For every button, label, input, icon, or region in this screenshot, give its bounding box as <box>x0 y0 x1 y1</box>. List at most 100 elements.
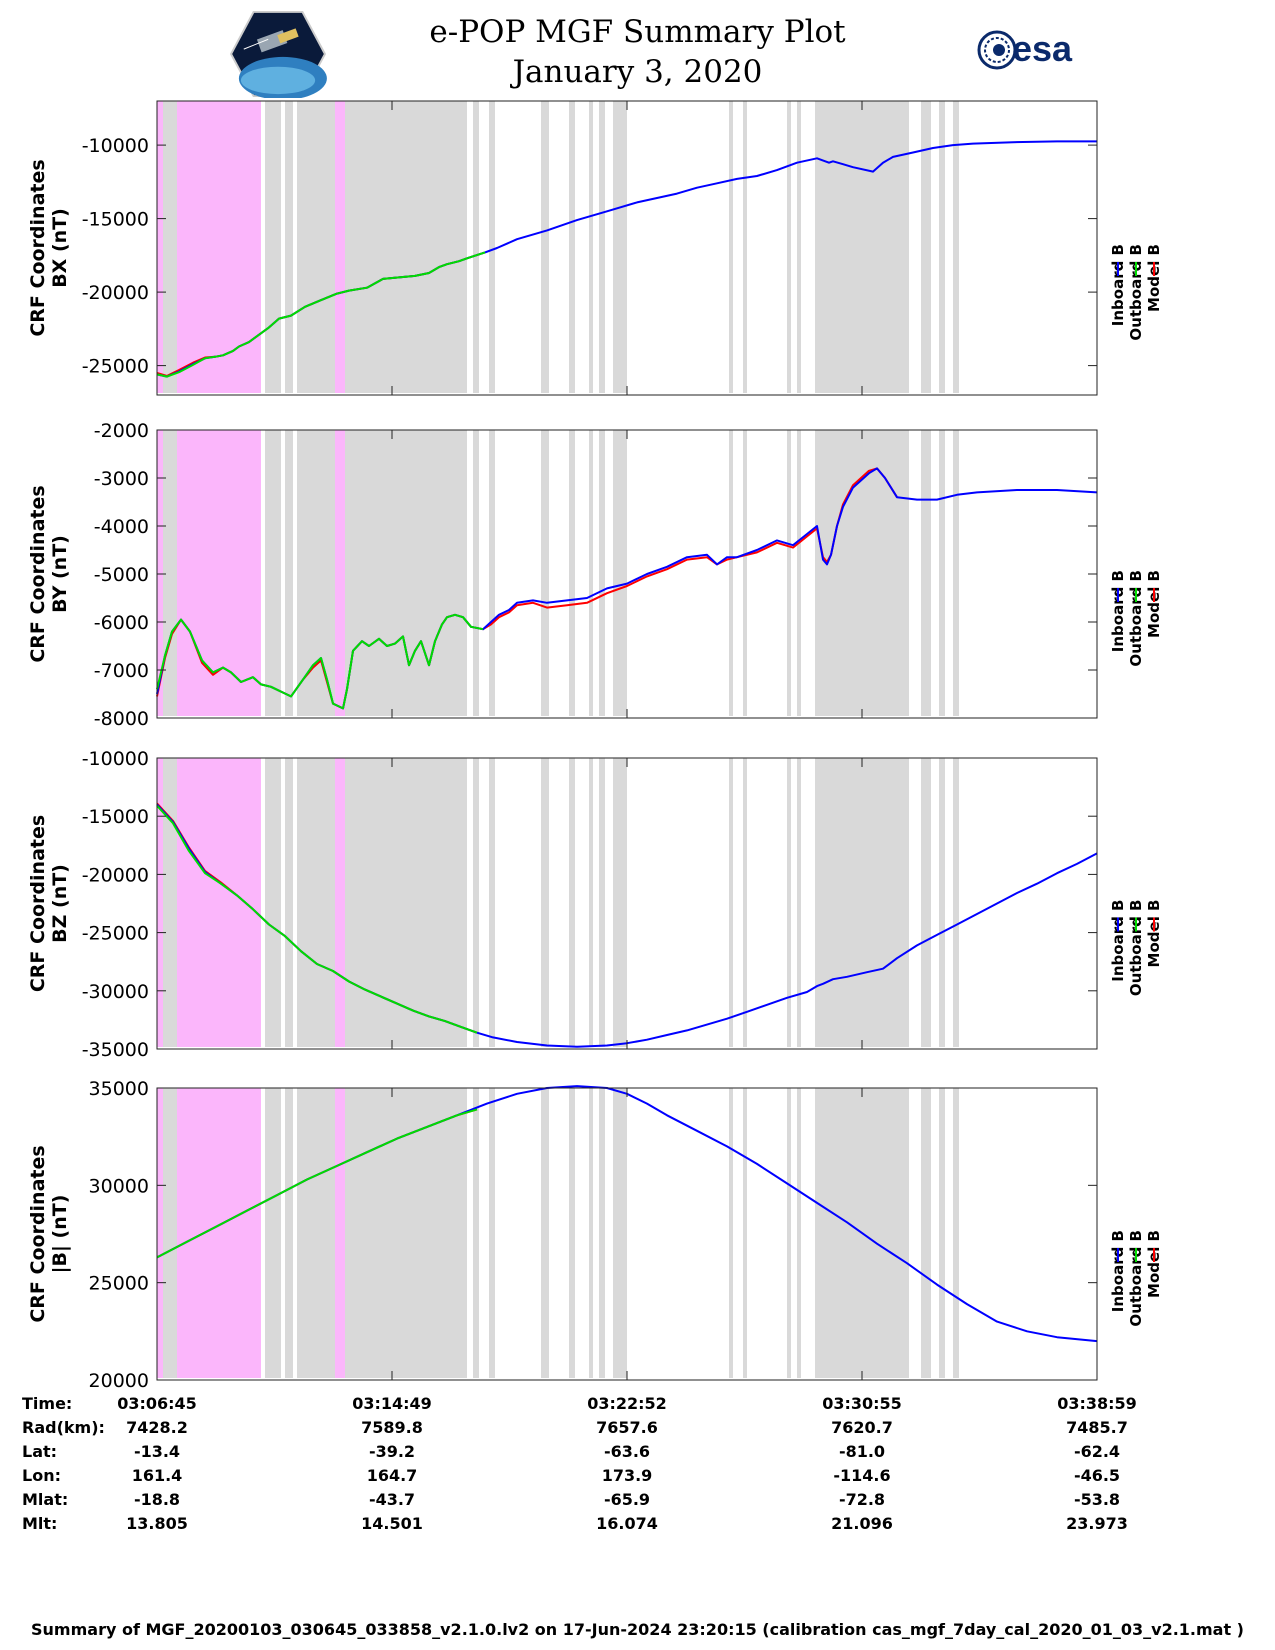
bmag-ytick-label: 30000 <box>89 1175 149 1197</box>
esa-logo-text: esa <box>1012 28 1073 69</box>
bz-gray-interval <box>787 758 791 1047</box>
bmag-series-outboard-b <box>156 1108 478 1259</box>
bmag-ytick-label: 35000 <box>89 1078 149 1100</box>
bz-ylabel: CRF CoordinatesBZ (nT) <box>27 815 71 992</box>
by-ylabel-line: CRF Coordinates <box>27 485 49 662</box>
by-magenta-interval <box>157 430 163 716</box>
info-cell: 161.4 <box>131 1466 183 1485</box>
by-ytick-label: -8000 <box>94 708 149 730</box>
bz-gray-interval <box>613 758 627 1047</box>
info-cell: -65.9 <box>603 1490 651 1509</box>
info-row-label: Mlt: <box>22 1514 58 1533</box>
bz-gray-interval <box>953 758 959 1047</box>
bx-gray-interval <box>265 101 281 393</box>
info-cell: 21.096 <box>831 1514 893 1533</box>
by-legend-label: Outboard B <box>1127 570 1145 667</box>
bmag-legend-label: Model B <box>1145 1230 1163 1298</box>
by-gray-interval <box>569 430 575 716</box>
info-cell: -53.8 <box>1073 1490 1121 1509</box>
bx-gray-interval <box>797 101 801 393</box>
bz-magenta-interval <box>335 758 345 1047</box>
bz-legend-label: Model B <box>1145 900 1163 968</box>
info-row: Mlt: 13.805 14.501 16.074 21.096 23.973 <box>0 1514 1275 1536</box>
bz-ytick-label: -10000 <box>82 748 149 770</box>
bz-ylabel-line: CRF Coordinates <box>27 815 49 992</box>
bx-gray-interval <box>489 101 495 393</box>
info-row: Lon: 161.4 164.7 173.9 -114.6 -46.5 <box>0 1466 1275 1488</box>
info-cell: 7657.6 <box>596 1418 658 1437</box>
bmag-ytick-label: 20000 <box>89 1370 149 1392</box>
bmag-gray-interval <box>729 1088 733 1378</box>
by-gray-interval <box>285 430 293 716</box>
by-gray-interval <box>729 430 733 716</box>
info-cell: -81.0 <box>838 1442 886 1461</box>
bx-gray-interval <box>163 101 177 393</box>
by-gray-interval <box>163 430 177 716</box>
bz-ytick-label: -15000 <box>82 806 149 828</box>
bz-gray-interval <box>345 758 467 1047</box>
bz-gray-interval <box>599 758 605 1047</box>
bmag-ylabel-line: |B| (nT) <box>49 1195 71 1274</box>
info-row: Mlat: -18.8 -43.7 -65.9 -72.8 -53.8 <box>0 1490 1275 1512</box>
bmag-legend-label: Inboard B <box>1109 1230 1127 1312</box>
by-gray-interval <box>797 430 801 716</box>
bz-legend-label: Outboard B <box>1127 900 1145 997</box>
bx-gray-interval <box>743 101 747 393</box>
esa-logo-icon <box>977 30 1017 70</box>
by-gray-interval <box>265 430 281 716</box>
bmag-gray-interval <box>265 1088 281 1378</box>
bz-gray-interval <box>473 758 479 1047</box>
info-cell: -114.6 <box>833 1466 891 1485</box>
info-row: Lat: -13.4 -39.2 -63.6 -81.0 -62.4 <box>0 1442 1275 1464</box>
bx-magenta-interval <box>177 101 261 393</box>
info-cell: -46.5 <box>1073 1466 1121 1485</box>
info-cell: -39.2 <box>368 1442 416 1461</box>
chart-subtitle-date: January 3, 2020 <box>512 54 763 90</box>
bmag-gray-interval <box>473 1088 479 1378</box>
bz-ylabel-line: BZ (nT) <box>49 864 71 943</box>
bmag-gray-interval <box>569 1088 575 1378</box>
bmag-ylabel: CRF Coordinates|B| (nT) <box>27 1145 71 1322</box>
bx-gray-interval <box>787 101 791 393</box>
chart-title: e-POP MGF Summary Plot <box>429 14 846 50</box>
bz-gray-interval <box>743 758 747 1047</box>
bmag-legend-label: Outboard B <box>1127 1230 1145 1327</box>
bmag-gray-interval <box>589 1088 593 1378</box>
bz-gray-interval <box>939 758 945 1047</box>
by-magenta-interval <box>177 430 261 716</box>
by-gray-interval <box>541 430 549 716</box>
by-ytick-label: -6000 <box>94 612 149 634</box>
bmag-gray-interval <box>613 1088 627 1378</box>
bz-gray-interval <box>797 758 801 1047</box>
by-gray-interval <box>743 430 747 716</box>
bmag-gray-interval <box>163 1088 177 1378</box>
bx-ytick-label: -10000 <box>82 135 149 157</box>
bz-gray-interval <box>541 758 549 1047</box>
info-cell: -13.4 <box>133 1442 181 1461</box>
bz-ytick-label: -35000 <box>82 1039 149 1061</box>
bz-gray-interval <box>729 758 733 1047</box>
bx-ytick-label: -20000 <box>82 282 149 304</box>
by-ytick-label: -5000 <box>94 564 149 586</box>
bmag-magenta-interval <box>177 1088 261 1378</box>
bmag-ylabel-line: CRF Coordinates <box>27 1145 49 1322</box>
by-gray-interval <box>345 430 467 716</box>
by-legend-label: Model B <box>1145 570 1163 638</box>
info-cell: -63.6 <box>603 1442 651 1461</box>
bz-ytick-label: -25000 <box>82 923 149 945</box>
by-gray-interval <box>815 430 909 716</box>
bmag-gray-interval <box>285 1088 293 1378</box>
bx-gray-interval <box>473 101 479 393</box>
info-cell: 14.501 <box>361 1514 423 1533</box>
bx-gray-interval <box>541 101 549 393</box>
info-row-label: Mlat: <box>22 1490 69 1509</box>
bz-gray-interval <box>163 758 177 1047</box>
bx-ylabel: CRF CoordinatesBX (nT) <box>27 159 71 336</box>
bmag-gray-interval <box>297 1088 335 1378</box>
bx-magenta-interval <box>335 101 345 393</box>
by-gray-interval <box>473 430 479 716</box>
info-cell: 7589.8 <box>361 1418 423 1437</box>
info-cell: 16.074 <box>596 1514 658 1533</box>
bz-gray-interval <box>569 758 575 1047</box>
